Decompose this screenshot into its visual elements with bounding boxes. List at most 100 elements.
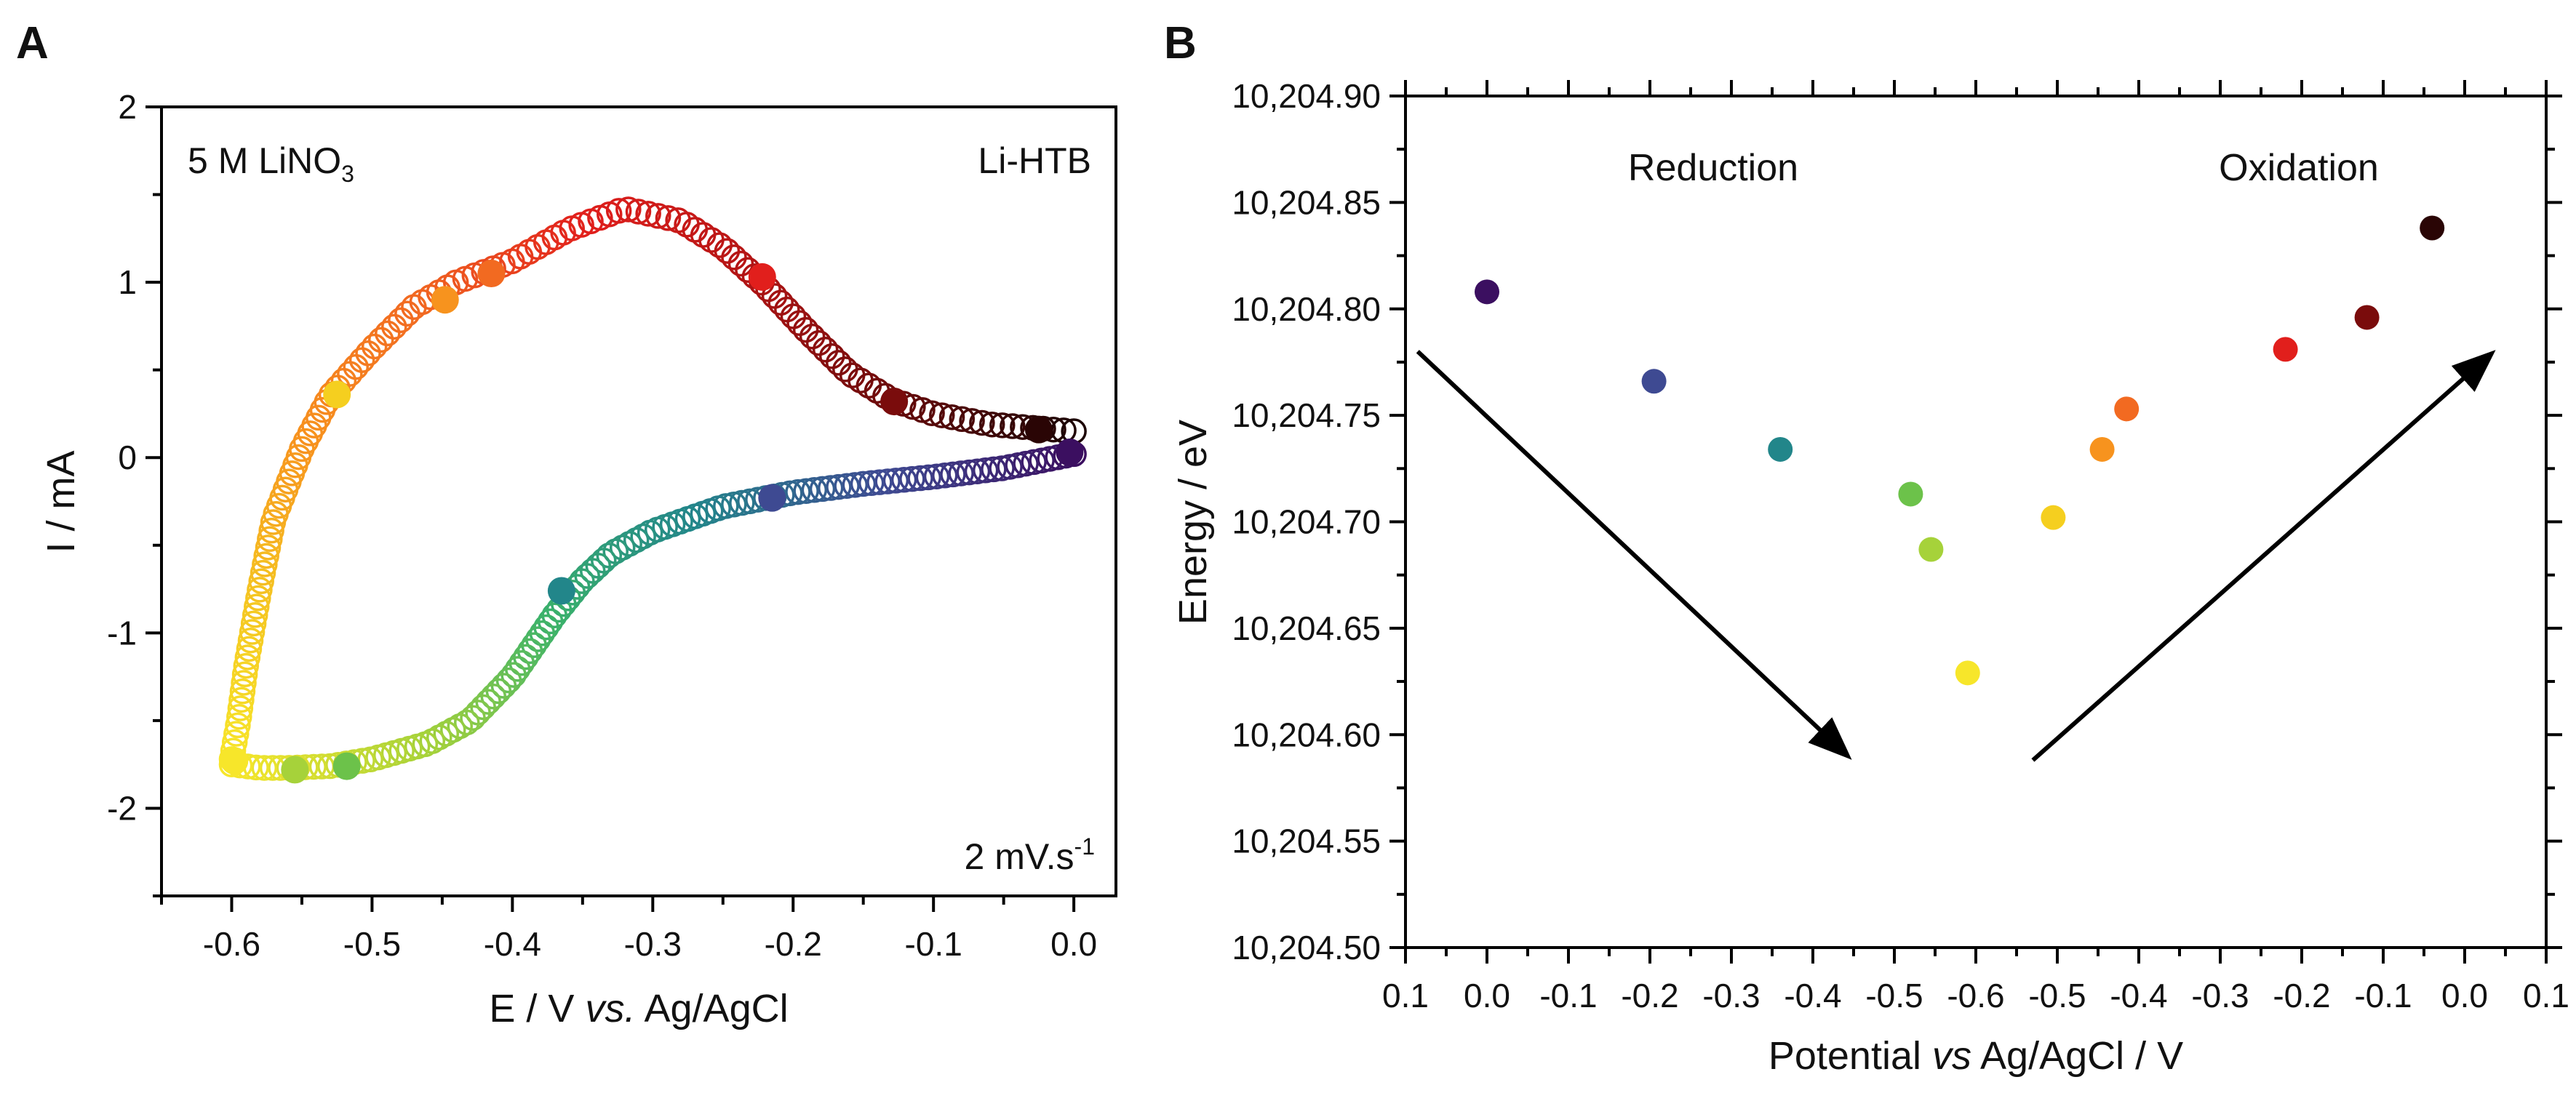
cathodic-curve-marker <box>948 460 974 487</box>
anodic-curve-marker <box>223 721 250 747</box>
anodic-curve-marker <box>381 313 407 340</box>
b-y-tick-label: 10,204.50 <box>1232 929 1381 966</box>
cathodic-curve-marker <box>866 469 893 495</box>
anodic-curve-marker <box>978 411 1005 438</box>
cathodic-curve-marker <box>380 740 407 766</box>
b-y-tick-label: 10,204.55 <box>1232 822 1381 860</box>
cathodic-curve-marker <box>882 468 909 494</box>
cathodic-curve-marker <box>396 735 423 762</box>
anodic-curve-marker <box>234 644 261 670</box>
scan-rate-text: 2 mV.s <box>965 836 1074 877</box>
anodic-curve-marker <box>257 526 283 552</box>
panel-a-x-axis: -0.6 -0.5 -0.4 -0.3 -0.2 -0.1 0.0 <box>160 896 1097 963</box>
a-x-tick-label: -0.3 <box>624 925 682 963</box>
anodic-curve-marker <box>516 239 543 265</box>
a-highlighted-point <box>1056 438 1084 466</box>
panel-b-y-axis: 10,204.50 10,204.55 10,204.60 10,204.65 10,2… <box>1232 77 2562 966</box>
b-x-tick-label: 0.0 <box>2441 977 2488 1014</box>
cathodic-curve-marker <box>793 478 819 504</box>
b-x-tick-label: -0.3 <box>1702 977 1760 1014</box>
anodic-curve-marker <box>226 703 252 730</box>
anodic-curve-marker <box>774 296 800 323</box>
b-x-tick-label: -0.1 <box>1539 977 1597 1014</box>
anodic-curve-marker <box>237 627 264 654</box>
b-x-tick-label: -0.5 <box>2028 977 2086 1014</box>
panel-a-x-axis-title: E / V vs. Ag/AgCl <box>489 987 788 1030</box>
b-y-tick-label: 10,204.65 <box>1232 609 1381 647</box>
panel-b-reduction-label: Reduction <box>1628 147 1798 189</box>
panel-a-cv-curves <box>218 196 1087 781</box>
anodic-curve-marker <box>655 205 682 231</box>
cathodic-curve-marker <box>388 737 415 764</box>
anodic-curve-marker <box>839 362 866 388</box>
anodic-curve-marker <box>727 250 754 277</box>
b-x-tick-label: -0.1 <box>2354 977 2412 1014</box>
anodic-curve-marker <box>919 400 945 427</box>
b-data-point <box>1918 537 1944 562</box>
panel-b-x-axis-title: Potential vs Ag/AgCl / V <box>1768 1034 2183 1078</box>
cathodic-curve-marker <box>801 477 828 503</box>
panel-a-chart: -2 -1 0 1 2 -0.6 -0.5 -0.4 -0.3 -0.2 -0.1 0.0 I / … <box>39 88 1117 1030</box>
cathodic-curve-marker <box>899 465 925 492</box>
anodic-curve-marker <box>361 333 388 360</box>
a-highlighted-point <box>220 747 249 775</box>
anodic-curve-marker <box>252 551 278 577</box>
anodic-curve-marker <box>792 316 819 343</box>
anodic-curve-marker <box>229 678 256 705</box>
a-x-tick-label: -0.2 <box>765 925 822 963</box>
anodic-curve-marker <box>786 310 813 337</box>
b-y-tick-label: 10,204.60 <box>1232 716 1381 753</box>
anodic-curve-marker <box>228 686 255 713</box>
a-x-tick-label: -0.4 <box>484 925 541 963</box>
anodic-curve-marker <box>250 559 276 586</box>
anodic-curve-marker <box>826 350 852 376</box>
cathodic-curve-marker <box>404 733 431 760</box>
cathodic-curve-marker <box>915 464 942 491</box>
panel-b-y-axis-title: Energy / eV <box>1171 420 1215 625</box>
panel-a-x-title-part1: E / V <box>489 987 585 1030</box>
panel-a-x-title-italic: vs. <box>585 987 635 1030</box>
b-x-tick-label: 0.1 <box>2523 977 2569 1014</box>
anodic-curve-marker <box>525 233 551 260</box>
a-highlighted-point <box>880 388 909 416</box>
cathodic-curve-marker <box>809 476 836 503</box>
b-data-point <box>1475 279 1499 305</box>
anodic-curve-marker <box>812 337 839 363</box>
cathodic-curve-marker <box>858 470 885 497</box>
cathodic-curve-marker <box>972 457 999 484</box>
anodic-curve-marker <box>533 229 559 255</box>
b-data-point <box>2114 396 2140 422</box>
cathodic-curve-marker <box>251 755 278 781</box>
reduction-arrow <box>1416 350 1852 760</box>
a-highlighted-point <box>323 380 351 409</box>
anodic-curve-marker <box>605 198 632 224</box>
anodic-curve-marker <box>929 402 955 428</box>
anodic-curve-marker <box>248 568 274 595</box>
b-data-point <box>2273 337 2298 362</box>
anodic-curve-marker <box>375 320 401 347</box>
panel-a-plot-frame <box>160 105 1117 897</box>
a-highlighted-point <box>758 484 786 512</box>
anodic-curve-marker <box>818 343 845 369</box>
cathodic-curve-marker <box>964 458 991 484</box>
a-x-tick-label: -0.6 <box>203 925 260 963</box>
cathodic-curve-marker <box>907 465 933 492</box>
a-x-tick-label: 0.0 <box>1050 925 1097 963</box>
b-data-point <box>1641 369 1667 394</box>
b-data-point <box>1768 436 1793 462</box>
anodic-curve-marker <box>231 670 257 696</box>
cathodic-curve-marker <box>842 472 869 498</box>
anodic-curve-marker <box>625 199 652 225</box>
anodic-curve-marker <box>255 535 282 561</box>
b-data-point <box>1955 660 1980 686</box>
anodic-curve-marker <box>706 232 733 258</box>
anodic-curve-marker <box>253 543 279 569</box>
cathodic-curve-marker <box>834 473 860 499</box>
a-highlighted-point <box>477 260 506 288</box>
b-data-point <box>2089 436 2115 462</box>
b-y-tick-label: 10,204.70 <box>1232 503 1381 541</box>
anodic-curve-marker <box>233 652 260 679</box>
b-data-point <box>2354 305 2380 330</box>
anodic-curve-marker <box>236 636 263 662</box>
